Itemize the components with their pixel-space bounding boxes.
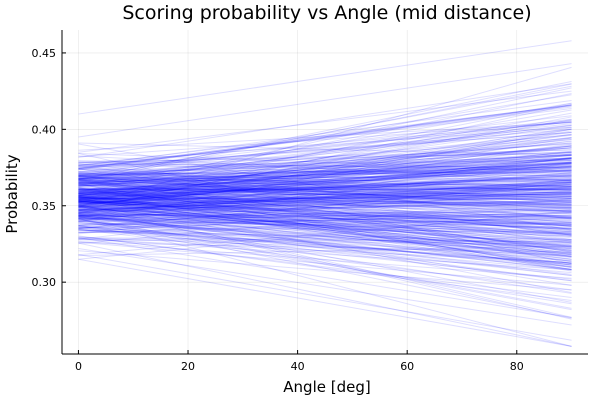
y-tick-label: 0.35 [32, 200, 57, 213]
x-tick-label: 20 [181, 360, 195, 373]
chart-title: Scoring probability vs Angle (mid distan… [122, 2, 531, 24]
x-tick-label: 0 [75, 360, 82, 373]
x-axis-label: Angle [deg] [283, 378, 370, 396]
x-tick-label: 80 [510, 360, 524, 373]
x-tick-label: 60 [400, 360, 414, 373]
y-tick-label: 0.40 [32, 123, 57, 136]
series-lines [78, 41, 571, 347]
y-tick-label: 0.45 [32, 47, 57, 60]
x-tick-label: 40 [291, 360, 305, 373]
y-tick-label: 0.30 [32, 276, 57, 289]
y-axis-label: Probability [3, 154, 21, 233]
